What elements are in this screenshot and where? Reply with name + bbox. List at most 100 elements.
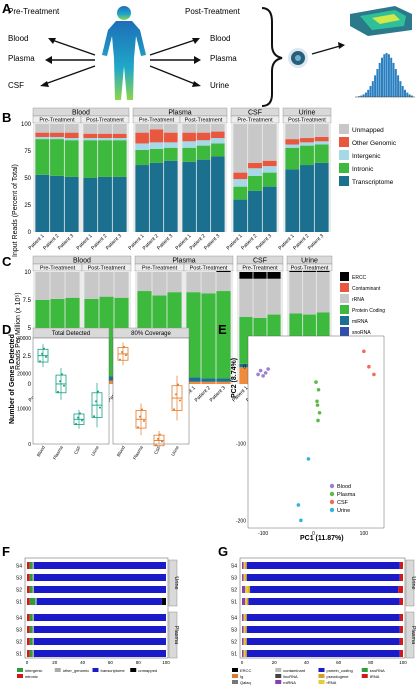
legend-swatch xyxy=(275,674,282,678)
data-point xyxy=(57,390,59,393)
data-point xyxy=(155,444,157,447)
bar-segment xyxy=(216,270,231,272)
bar-segment xyxy=(33,638,167,645)
data-point xyxy=(59,380,61,383)
bar-segment xyxy=(167,272,182,293)
legend-label: Contaminant xyxy=(352,286,381,292)
legend-label: intronic xyxy=(25,674,38,679)
bar-segment xyxy=(243,574,246,581)
right-fluid-1: Plasma xyxy=(210,54,237,63)
data-point xyxy=(39,360,41,363)
data-point xyxy=(157,437,159,440)
x-tick-label: Plasma xyxy=(52,445,64,461)
data-point xyxy=(95,400,97,403)
facet-strip-label: Plasma xyxy=(172,258,195,265)
scatter-point xyxy=(372,372,376,377)
bar-segment xyxy=(64,138,79,141)
bar-segment xyxy=(216,272,231,292)
bar-segment xyxy=(33,562,167,569)
legend-label: snoRNA xyxy=(352,330,371,336)
bar-segment xyxy=(164,160,178,232)
row-label: S4 xyxy=(231,616,237,622)
bar-segment xyxy=(152,272,167,296)
histogram-bar xyxy=(360,95,363,97)
panel-f: F S4 S3 S2 S1 S4 S3 S2 S1 Urine Plasma 0 20 40 60 80 10… xyxy=(2,544,179,679)
scatter-point xyxy=(266,367,270,371)
bar-segment xyxy=(98,124,112,134)
legend-marker xyxy=(329,491,335,497)
panel-b-yticks: 0 25 50 75 100 xyxy=(21,122,32,236)
legend-swatch xyxy=(339,163,349,173)
bar-segment xyxy=(248,586,251,593)
legend-marker xyxy=(329,483,335,489)
bar-segment xyxy=(196,159,211,232)
facet-strip-label: CSF xyxy=(248,110,262,117)
bar-segment xyxy=(35,136,50,140)
panel-e-letter: E xyxy=(218,322,227,337)
bar-segment xyxy=(196,124,211,133)
panel-e-plot: -100 0 100 0 -100 -200 Blood Plasma CSF Urine xyxy=(236,335,385,537)
bar-segment xyxy=(253,278,267,318)
bar-segment xyxy=(211,131,225,139)
bar-segment xyxy=(253,272,267,279)
x-tick-label: Plasma xyxy=(132,445,144,461)
x-tick-label: -100 xyxy=(258,531,268,537)
bar-segment xyxy=(27,586,30,593)
bar-segment xyxy=(35,598,37,605)
bar-segment xyxy=(242,562,244,569)
bar-segment xyxy=(33,614,167,621)
x-tick-label: Blood xyxy=(36,445,46,458)
subfacet-strip-label: Post-Treatment xyxy=(190,266,228,272)
network-icon xyxy=(288,48,308,68)
scatter-point xyxy=(316,418,320,423)
post-treatment-label: Post-Treatment xyxy=(185,7,241,16)
legend-swatch xyxy=(339,124,349,134)
bar-segment xyxy=(242,574,244,581)
bar-segment xyxy=(27,574,30,581)
bar-segment xyxy=(196,140,211,146)
facet-strip-label: 80% Coverage xyxy=(131,331,171,337)
facet-strip-label: Plasma xyxy=(168,110,191,117)
arrowheads xyxy=(40,38,201,87)
bar-segment xyxy=(186,272,201,293)
bar-segment xyxy=(135,124,149,133)
facet-strip-label: Plasma xyxy=(410,626,416,645)
bar-segment xyxy=(242,650,244,657)
histogram-bar xyxy=(385,53,388,97)
bar-segment xyxy=(246,598,249,605)
bar-segment xyxy=(243,614,246,621)
row-label: S1 xyxy=(231,600,237,606)
bar-segment xyxy=(65,272,80,298)
brace-icon xyxy=(261,7,283,107)
bar-segment xyxy=(29,650,33,657)
bar-segment xyxy=(99,272,114,297)
panel-b-ylabel: Input Reads (Percent of Total) xyxy=(12,164,19,257)
histogram-bar xyxy=(404,89,406,97)
scatter-point xyxy=(317,411,322,415)
bar-segment xyxy=(196,145,211,160)
bar-segment xyxy=(35,139,50,175)
bar-segment xyxy=(164,124,178,133)
subfacet-strip xyxy=(81,263,132,272)
y-tick-label: 50 xyxy=(24,176,31,182)
x-tick-label: Patient 3 xyxy=(255,233,273,251)
legend-swatch xyxy=(340,316,349,325)
bar-segment xyxy=(211,124,225,132)
bar-segment xyxy=(32,650,34,657)
legend-swatch xyxy=(232,680,238,684)
x-tick-label: CSF xyxy=(153,445,162,456)
bar-segment xyxy=(245,626,247,633)
row-label: S1 xyxy=(16,600,22,606)
scatter-point xyxy=(296,503,301,507)
left-fluid-1: Plasma xyxy=(8,54,35,63)
legend-label: Urine xyxy=(337,508,350,514)
x-tick-label: Patient 3 xyxy=(156,233,174,251)
panel-b-legend: Unmapped Other Genomic Intergenic Intronic T… xyxy=(339,124,397,186)
bar-segment xyxy=(211,143,225,157)
bar-segment xyxy=(314,141,329,145)
bar-segment xyxy=(32,562,34,569)
x-tick-label: 80 xyxy=(136,660,142,665)
bar-segment xyxy=(98,176,112,232)
bar-segment xyxy=(32,638,34,645)
